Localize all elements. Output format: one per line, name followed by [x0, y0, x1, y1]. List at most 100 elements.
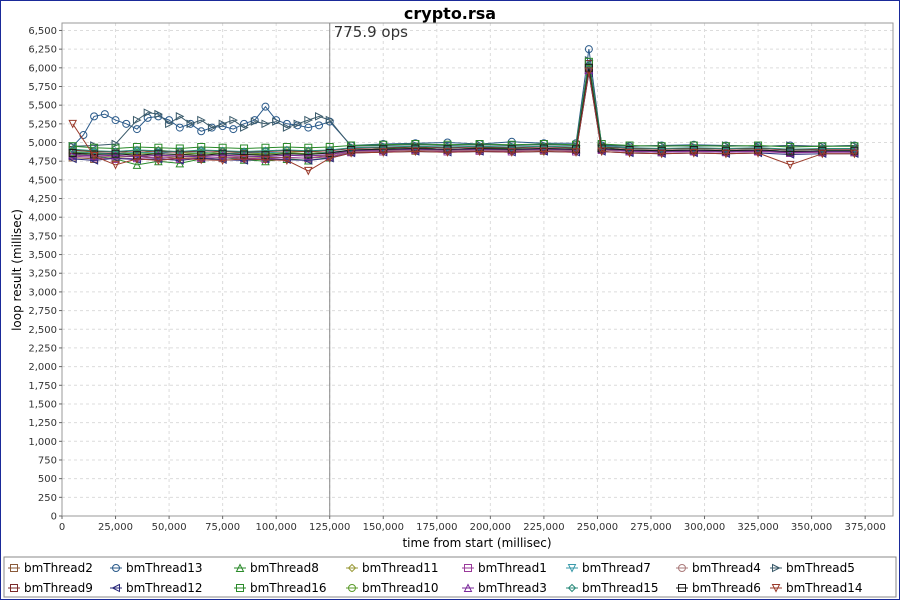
x-tick-label: 300,000	[684, 522, 725, 533]
legend: bmThread2 bmThread13 bmThread8 bmThread11 bm…	[8, 561, 863, 595]
data-point	[261, 151, 270, 160]
data-point	[325, 115, 335, 125]
data-point	[818, 146, 827, 156]
legend-label: bmThread13	[126, 561, 203, 575]
legend-label: bmThread10	[362, 581, 439, 595]
data-point	[154, 146, 163, 155]
data-point	[657, 149, 666, 159]
data-point	[346, 148, 356, 158]
y-tick-label: 750	[38, 455, 57, 466]
data-point	[325, 154, 335, 163]
legend-label: bmThread4	[692, 561, 761, 575]
x-tick-label: 350,000	[791, 522, 832, 533]
grid	[61, 23, 893, 517]
y-tick-label: 6,500	[28, 26, 57, 37]
legend-marker	[771, 584, 781, 593]
data-point	[443, 148, 452, 157]
data-point	[411, 147, 420, 157]
legend-item: bmThread11	[346, 561, 439, 575]
data-point	[597, 147, 607, 157]
legend-label: bmThread3	[478, 581, 547, 595]
data-point	[261, 146, 270, 155]
series-line	[72, 68, 855, 156]
data-point	[196, 155, 206, 165]
y-axis-label: loop result (millisec)	[10, 209, 24, 331]
legend-item: bmThread8	[234, 561, 319, 575]
data-point	[132, 145, 142, 155]
data-point	[786, 147, 795, 156]
data-point	[785, 147, 795, 157]
data-point	[196, 152, 206, 161]
legend-item: bmThread5	[770, 561, 855, 575]
y-tick-label: 4,000	[28, 213, 57, 224]
legend-marker	[112, 564, 120, 572]
data-point	[850, 149, 859, 159]
series-bmThread9	[68, 60, 859, 157]
data-point	[197, 151, 206, 160]
y-tick-label: 2,500	[28, 325, 57, 336]
legend-item: bmThread7	[566, 561, 651, 575]
legend-label: bmThread2	[24, 561, 93, 575]
data-point	[657, 146, 666, 156]
data-point	[625, 148, 634, 158]
data-point	[315, 121, 324, 130]
legend-marker	[678, 564, 686, 572]
annotation-label: 775.9 ops	[334, 23, 408, 41]
data-point	[218, 146, 227, 155]
data-point	[282, 150, 292, 160]
data-point	[584, 45, 593, 54]
data-point	[304, 115, 313, 125]
data-point	[689, 146, 699, 155]
y-tick-label: 1,250	[28, 418, 57, 429]
legend-item: bmThread16	[234, 581, 327, 595]
y-tick-label: 1,000	[28, 437, 57, 448]
y-tick-label: 2,750	[28, 306, 57, 317]
series-bmThread15	[68, 62, 859, 156]
legend-label: bmThread5	[786, 561, 855, 575]
data-point	[132, 152, 142, 161]
data-point	[229, 125, 238, 134]
x-tick-label: 275,000	[630, 522, 671, 533]
data-point	[250, 117, 260, 126]
x-axis-label: time from start (millisec)	[402, 536, 551, 550]
x-tick-label: 325,000	[737, 522, 778, 533]
series-bmThread16	[68, 57, 859, 153]
data-point	[721, 149, 731, 159]
data-point	[68, 148, 77, 157]
data-point	[218, 150, 227, 160]
x-tick-label: 250,000	[577, 522, 618, 533]
data-point	[154, 156, 163, 166]
y-tick-label: 5,750	[28, 82, 57, 93]
data-point	[111, 116, 120, 125]
data-point	[282, 156, 292, 166]
data-point	[132, 115, 142, 125]
chart-title: crypto.rsa	[404, 4, 496, 23]
data-point	[90, 112, 99, 121]
data-point	[689, 148, 699, 158]
data-point	[175, 112, 185, 121]
data-point	[261, 102, 270, 111]
legend-item: bmThread10	[346, 581, 439, 595]
series-line	[72, 70, 855, 155]
y-tick-label: 0	[51, 512, 57, 523]
data-point	[507, 145, 517, 154]
legend-marker	[678, 584, 686, 592]
data-point	[304, 150, 313, 159]
data-point	[100, 110, 109, 119]
x-tick-label: 225,000	[523, 522, 564, 533]
y-tick-label: 6,000	[28, 63, 57, 74]
y-tick-label: 3,000	[28, 287, 57, 298]
data-point	[175, 154, 185, 163]
legend-marker	[347, 563, 357, 573]
legend-item: bmThread12	[110, 581, 203, 595]
y-tick-label: 2,250	[28, 343, 57, 354]
data-point	[303, 166, 313, 176]
y-tick-label: 250	[38, 493, 57, 504]
y-tick-label: 6,250	[28, 45, 57, 56]
legend-marker	[10, 584, 18, 592]
y-tick-label: 4,250	[28, 194, 57, 205]
data-point	[753, 148, 763, 158]
data-point	[753, 146, 763, 155]
data-point	[507, 148, 517, 157]
